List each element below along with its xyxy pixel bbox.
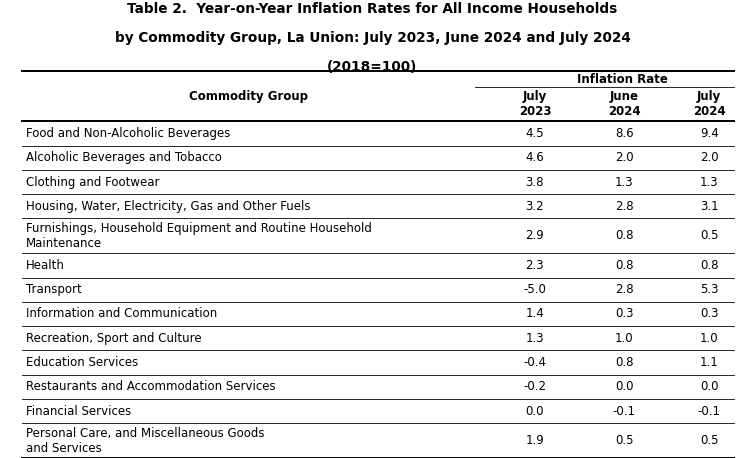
Text: Transport: Transport xyxy=(26,283,82,296)
Text: 0.0: 0.0 xyxy=(526,404,544,418)
Text: Personal Care, and Miscellaneous Goods
and Services: Personal Care, and Miscellaneous Goods a… xyxy=(26,426,264,455)
Text: 0.3: 0.3 xyxy=(700,307,718,321)
Text: -0.4: -0.4 xyxy=(524,356,546,369)
Text: 0.3: 0.3 xyxy=(615,307,633,321)
Text: Recreation, Sport and Culture: Recreation, Sport and Culture xyxy=(26,332,202,345)
Text: 0.5: 0.5 xyxy=(700,434,718,447)
Text: 5.3: 5.3 xyxy=(700,283,718,296)
Text: June
2024: June 2024 xyxy=(608,90,641,118)
Text: 1.3: 1.3 xyxy=(615,175,633,189)
Text: Financial Services: Financial Services xyxy=(26,404,131,418)
Text: 0.8: 0.8 xyxy=(615,259,633,272)
Text: -0.1: -0.1 xyxy=(698,404,720,418)
Text: 0.0: 0.0 xyxy=(700,380,718,393)
Text: -5.0: -5.0 xyxy=(524,283,546,296)
Text: 1.0: 1.0 xyxy=(615,332,633,345)
Text: 0.8: 0.8 xyxy=(615,229,633,242)
Text: 0.8: 0.8 xyxy=(700,259,718,272)
Text: -0.1: -0.1 xyxy=(613,404,635,418)
Text: 9.4: 9.4 xyxy=(700,127,719,140)
Text: 2.9: 2.9 xyxy=(525,229,545,242)
Text: 4.5: 4.5 xyxy=(525,127,544,140)
Text: Table 2.  Year-on-Year Inflation Rates for All Income Households: Table 2. Year-on-Year Inflation Rates fo… xyxy=(127,2,618,16)
Text: 4.6: 4.6 xyxy=(525,151,545,164)
Text: July
2023: July 2023 xyxy=(519,90,551,118)
Text: 3.8: 3.8 xyxy=(526,175,544,189)
Text: July
2024: July 2024 xyxy=(693,90,726,118)
Text: 1.0: 1.0 xyxy=(700,332,718,345)
Text: 0.0: 0.0 xyxy=(615,380,633,393)
Text: -0.2: -0.2 xyxy=(524,380,546,393)
Text: Alcoholic Beverages and Tobacco: Alcoholic Beverages and Tobacco xyxy=(26,151,222,164)
Text: 0.5: 0.5 xyxy=(615,434,633,447)
Text: by Commodity Group, La Union: July 2023, June 2024 and July 2024: by Commodity Group, La Union: July 2023,… xyxy=(115,31,630,45)
Text: Commodity Group: Commodity Group xyxy=(189,90,308,103)
Text: 3.1: 3.1 xyxy=(700,200,718,213)
Text: Education Services: Education Services xyxy=(26,356,139,369)
Text: 2.0: 2.0 xyxy=(700,151,718,164)
Text: Housing, Water, Electricity, Gas and Other Fuels: Housing, Water, Electricity, Gas and Oth… xyxy=(26,200,311,213)
Text: Restaurants and Accommodation Services: Restaurants and Accommodation Services xyxy=(26,380,276,393)
Text: 2.8: 2.8 xyxy=(615,200,633,213)
Text: 3.2: 3.2 xyxy=(525,200,544,213)
Text: 2.8: 2.8 xyxy=(615,283,633,296)
Text: Clothing and Footwear: Clothing and Footwear xyxy=(26,175,159,189)
Text: Furnishings, Household Equipment and Routine Household
Maintenance: Furnishings, Household Equipment and Rou… xyxy=(26,222,372,250)
Text: 1.1: 1.1 xyxy=(700,356,719,369)
Text: 2.3: 2.3 xyxy=(525,259,544,272)
Text: Health: Health xyxy=(26,259,65,272)
Text: Food and Non-Alcoholic Beverages: Food and Non-Alcoholic Beverages xyxy=(26,127,230,140)
Text: 2.0: 2.0 xyxy=(615,151,633,164)
Text: Information and Communication: Information and Communication xyxy=(26,307,218,321)
Text: 1.3: 1.3 xyxy=(525,332,544,345)
Text: 0.8: 0.8 xyxy=(615,356,633,369)
Text: 1.9: 1.9 xyxy=(525,434,545,447)
Text: 1.4: 1.4 xyxy=(525,307,545,321)
Text: (2018=100): (2018=100) xyxy=(327,60,418,74)
Text: Inflation Rate: Inflation Rate xyxy=(577,72,668,86)
Text: 1.3: 1.3 xyxy=(700,175,718,189)
Text: 0.5: 0.5 xyxy=(700,229,718,242)
Text: 8.6: 8.6 xyxy=(615,127,633,140)
